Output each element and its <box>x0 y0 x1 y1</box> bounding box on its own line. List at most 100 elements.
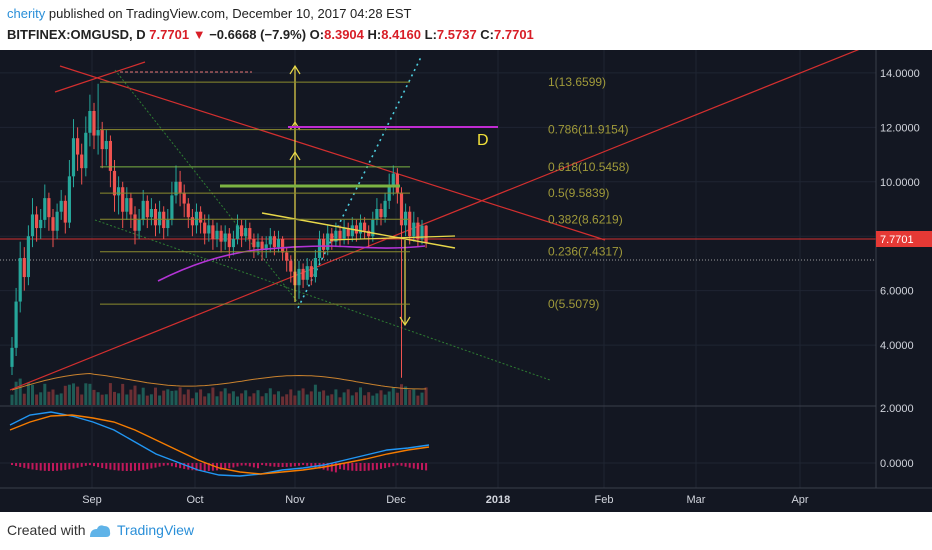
chart-header: cherity published on TradingView.com, De… <box>0 0 932 50</box>
candle-body <box>272 236 276 248</box>
volume-bar <box>404 386 408 405</box>
candle-body <box>330 233 334 242</box>
macd-histogram-bar <box>232 463 235 468</box>
macd-histogram-bar <box>101 463 104 469</box>
candle-body <box>412 222 416 237</box>
green-dotted-line-lower <box>94 219 551 381</box>
volume-bar <box>145 395 149 405</box>
candle-body <box>285 252 289 261</box>
macd-histogram-bar <box>224 463 227 470</box>
candle-body <box>51 217 55 231</box>
volume-bar <box>39 392 43 405</box>
macd-histogram-bar <box>252 463 255 468</box>
annotation-d: D <box>477 132 489 149</box>
candle-body <box>305 266 309 280</box>
candle-body <box>153 209 158 226</box>
macd-histogram-bar <box>400 463 403 466</box>
chart-background <box>0 50 932 512</box>
macd-histogram-bar <box>60 463 63 471</box>
macd-histogram-bar <box>166 463 169 466</box>
current-price-label: 7.7701 <box>880 234 914 246</box>
candle-body <box>88 111 92 133</box>
published-text: published on TradingView.com, December 1… <box>48 6 412 21</box>
candle-body <box>404 211 408 226</box>
candle-body <box>117 187 121 196</box>
volume-bar <box>43 383 47 405</box>
candle-body <box>121 187 125 212</box>
macd-histogram-bar <box>52 463 54 471</box>
close-label: C: <box>480 27 495 42</box>
author-link[interactable]: cherity <box>7 6 46 21</box>
macd-histogram-bar <box>129 463 132 471</box>
volume-bar <box>190 398 194 405</box>
volume-bar <box>92 389 96 405</box>
macd-histogram-bar <box>11 463 13 465</box>
macd-histogram-bar <box>408 463 411 468</box>
volume-bar <box>289 389 293 405</box>
candle-body <box>363 222 367 231</box>
time-tick-label: Mar <box>687 494 706 506</box>
macd-histogram-bar <box>388 463 391 468</box>
macd-histogram-bar <box>265 463 268 466</box>
volume-bar <box>268 388 272 405</box>
candle-body <box>219 230 223 242</box>
candle-body <box>248 228 252 239</box>
macd-histogram-bar <box>220 463 223 470</box>
price-axis-background <box>876 50 932 512</box>
volume-bar <box>326 395 330 405</box>
price-tick-label: 14.0000 <box>880 68 920 80</box>
candle-body <box>178 181 182 193</box>
volume-bar <box>76 386 80 405</box>
candle-body <box>408 211 412 237</box>
volume-bar <box>166 389 170 405</box>
candle-body <box>112 170 117 196</box>
candle-body <box>59 200 63 212</box>
chart-footer: Created with TradingView <box>0 512 932 550</box>
volume-bar <box>281 396 285 405</box>
macd-histogram-bar <box>367 463 370 471</box>
close-value: 7.7701 <box>494 27 534 42</box>
down-triangle-icon: ▼ <box>192 27 206 42</box>
volume-bar <box>31 384 34 405</box>
candle-body <box>346 228 350 237</box>
candle-body <box>223 233 227 242</box>
macd-histogram-bar <box>244 463 247 466</box>
volume-bar <box>391 387 395 405</box>
candle-body <box>18 258 22 302</box>
volume-bar <box>129 389 133 405</box>
macd-histogram-bar <box>416 463 419 470</box>
candle-body <box>96 130 100 136</box>
macd-histogram-bar <box>404 463 407 467</box>
volume-bar <box>63 385 67 405</box>
volume-bar <box>117 393 121 405</box>
tradingview-brand-link[interactable]: TradingView <box>117 522 195 538</box>
volume-bar <box>211 387 215 405</box>
candle-body <box>71 138 76 177</box>
volume-bar <box>371 395 375 405</box>
macd-histogram-bar <box>281 463 284 467</box>
candle-body <box>145 200 149 218</box>
macd-histogram-bar <box>146 463 149 470</box>
volume-bar <box>301 388 305 405</box>
macd-histogram-bar <box>162 463 165 466</box>
volume-bar <box>400 384 403 405</box>
volume-bar <box>88 383 92 405</box>
candle-body <box>301 268 305 280</box>
macd-histogram-bar <box>19 463 22 467</box>
open-value: 8.3904 <box>324 27 364 42</box>
candle-body <box>309 266 313 278</box>
volume-bar <box>186 389 190 405</box>
macd-histogram-bar <box>125 463 128 471</box>
macd-histogram-bar <box>76 463 79 468</box>
macd-histogram-bar <box>170 463 173 467</box>
candle-body <box>166 219 170 229</box>
volume-bar <box>149 394 153 405</box>
macd-histogram-bar <box>23 463 26 468</box>
candle-body <box>190 217 194 226</box>
chart-area[interactable]: D 1(13.6599) 0.786(11.9154) 0.618(10.5458)… <box>0 44 932 512</box>
volume-bar <box>35 394 39 405</box>
price-chart[interactable]: D 1(13.6599) 0.786(11.9154) 0.618(10.5458)… <box>0 44 932 512</box>
candle-body <box>149 209 153 218</box>
macd-histogram-bar <box>138 463 141 471</box>
volume-bar <box>359 387 362 405</box>
